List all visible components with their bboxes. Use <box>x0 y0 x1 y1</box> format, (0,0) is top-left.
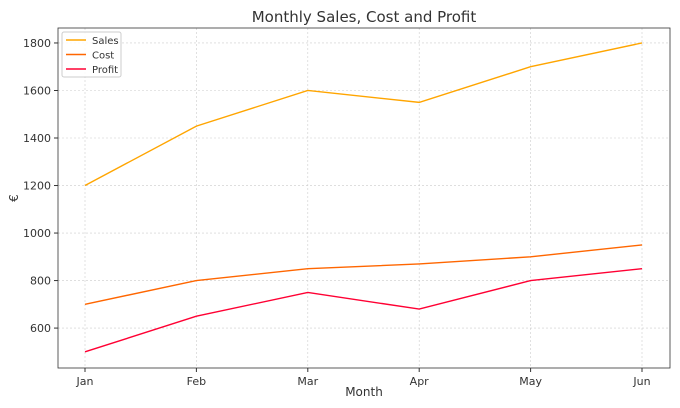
series-lines <box>84 42 643 353</box>
x-axis-label: Month <box>345 385 383 399</box>
legend-box <box>61 31 122 78</box>
plot-frame <box>57 27 671 369</box>
x-ticks: Jan Feb Mar Apr May Jun <box>76 368 651 388</box>
y-tick-label: 1800 <box>23 37 51 50</box>
y-tick-label: 1000 <box>23 227 51 240</box>
x-tick-label: Apr <box>410 375 430 388</box>
legend-label-profit: Profit <box>92 65 118 76</box>
grid <box>58 28 670 368</box>
series-line-profit <box>84 267 643 353</box>
series-line-sales <box>84 42 643 187</box>
chart-title: Monthly Sales, Cost and Profit <box>252 8 477 26</box>
legend: Sales Cost Profit <box>61 31 122 78</box>
legend-label-cost: Cost <box>92 51 114 62</box>
x-tick-label: Mar <box>297 375 318 388</box>
x-tick-label: May <box>519 375 542 388</box>
y-tick-label: 1400 <box>23 132 51 145</box>
x-tick-label: Jun <box>632 375 650 388</box>
y-tick-label: 1600 <box>23 84 51 97</box>
series-line-cost <box>84 244 643 306</box>
y-tick-label: 800 <box>30 275 51 288</box>
y-tick-label: 600 <box>30 322 51 335</box>
y-axis-label: € <box>7 194 21 202</box>
x-tick-label: Feb <box>187 375 206 388</box>
x-tick-label: Jan <box>76 375 94 388</box>
legend-label-sales: Sales <box>92 36 119 47</box>
y-ticks: 600 800 1000 1200 1400 1600 1800 <box>23 37 58 335</box>
y-tick-label: 1200 <box>23 180 51 193</box>
